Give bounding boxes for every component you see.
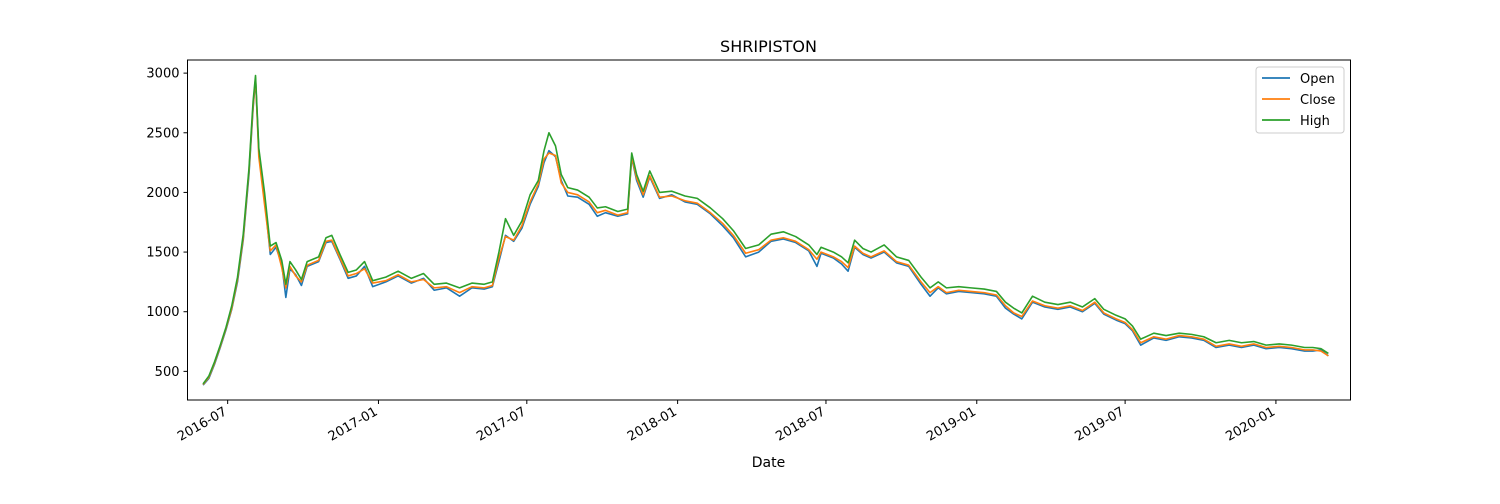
x-tick-label: 2017-07 [474, 404, 529, 444]
x-tick-label: 2019-01 [924, 404, 979, 444]
series-line-open [202, 78, 1329, 386]
plot-series-group [202, 74, 1329, 386]
x-axis-label: Date [752, 455, 785, 471]
series-line-close [202, 77, 1329, 385]
legend-label-high: High [1300, 114, 1330, 129]
x-tick-label: 2020-01 [1223, 404, 1278, 444]
chart-title: SHRIPISTON [720, 37, 817, 56]
y-tick-label: 500 [155, 365, 180, 380]
legend-frame [1255, 66, 1345, 134]
legend: Open Close High [1255, 66, 1345, 134]
x-tick-label: 2018-01 [625, 404, 680, 444]
y-tick-label: 1000 [146, 305, 179, 320]
x-tick-label: 2017-01 [326, 404, 381, 444]
plot-frame [187, 59, 1351, 401]
y-axis: 500 1000 1500 2000 2500 3000 [146, 67, 188, 380]
y-tick-label: 3000 [146, 67, 179, 82]
x-tick-label: 2018-07 [773, 404, 828, 444]
legend-label-close: Close [1300, 93, 1335, 108]
x-tick-label: 2016-07 [175, 404, 230, 444]
y-tick-label: 2000 [146, 186, 179, 201]
legend-label-open: Open [1300, 72, 1335, 87]
x-axis: 2016-07 2017-01 2017-07 2018-01 2018-07 2019-… [175, 400, 1278, 445]
legend-items: Open Close High [1262, 72, 1335, 129]
series-line-high [202, 74, 1329, 385]
y-tick-label: 2500 [146, 126, 179, 141]
x-tick-label: 2019-07 [1073, 404, 1128, 444]
y-tick-label: 1500 [146, 246, 179, 261]
